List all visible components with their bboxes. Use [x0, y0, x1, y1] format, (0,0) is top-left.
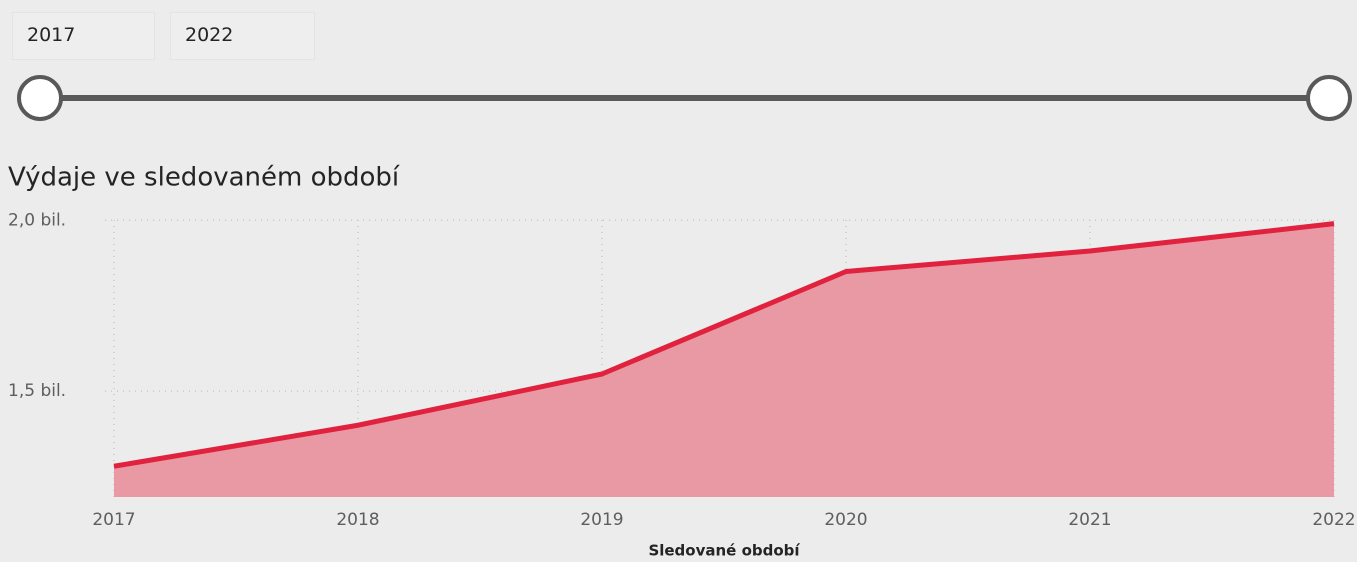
x-tick-label: 2022 [1312, 510, 1355, 530]
x-tick-label: 2018 [336, 510, 379, 530]
x-tick-label: 2019 [580, 510, 623, 530]
slider-handle-start[interactable] [17, 75, 63, 121]
slicer-start[interactable]: 2017 [12, 12, 155, 60]
x-axis-label: Sledované období [648, 542, 800, 560]
area-line [113, 221, 1335, 469]
x-tick-label: 2020 [824, 510, 867, 530]
y-tick-label: 2,0 bil. [8, 210, 66, 230]
x-tick-label: 2021 [1068, 510, 1111, 530]
x-tick-label: 2017 [92, 510, 135, 530]
y-tick-label: 1,5 bil. [8, 381, 66, 401]
slider-handle-end[interactable] [1306, 75, 1352, 121]
area-fill [114, 223, 1334, 497]
chart-title: Výdaje ve sledovaném období [8, 163, 400, 193]
slicer-end[interactable]: 2022 [170, 12, 315, 60]
